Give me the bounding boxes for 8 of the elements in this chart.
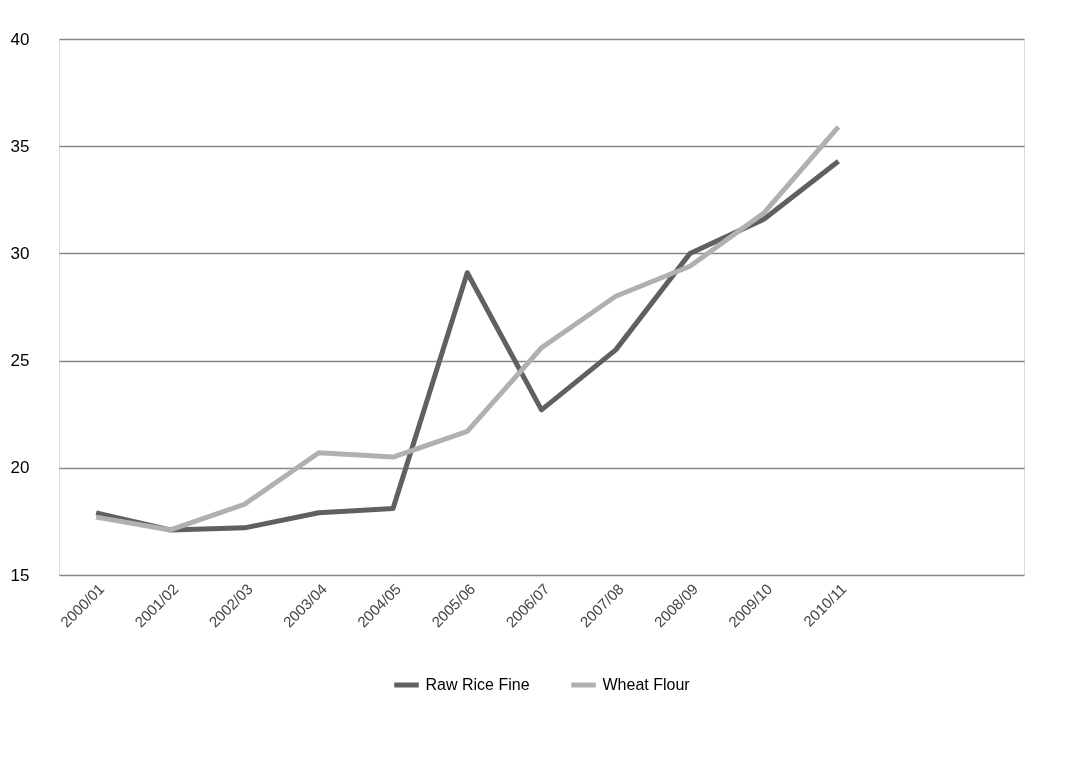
- y-tick-label: 30: [10, 243, 30, 263]
- y-tick-label: 15: [10, 565, 30, 585]
- y-tick-label: 25: [10, 351, 30, 371]
- legend-label: Wheat Flour: [602, 676, 691, 693]
- legend-label: Raw Rice Fine: [425, 676, 530, 693]
- y-tick-label: 40: [10, 29, 30, 49]
- y-tick-label: 20: [10, 458, 30, 478]
- y-tick-label: 35: [10, 136, 30, 156]
